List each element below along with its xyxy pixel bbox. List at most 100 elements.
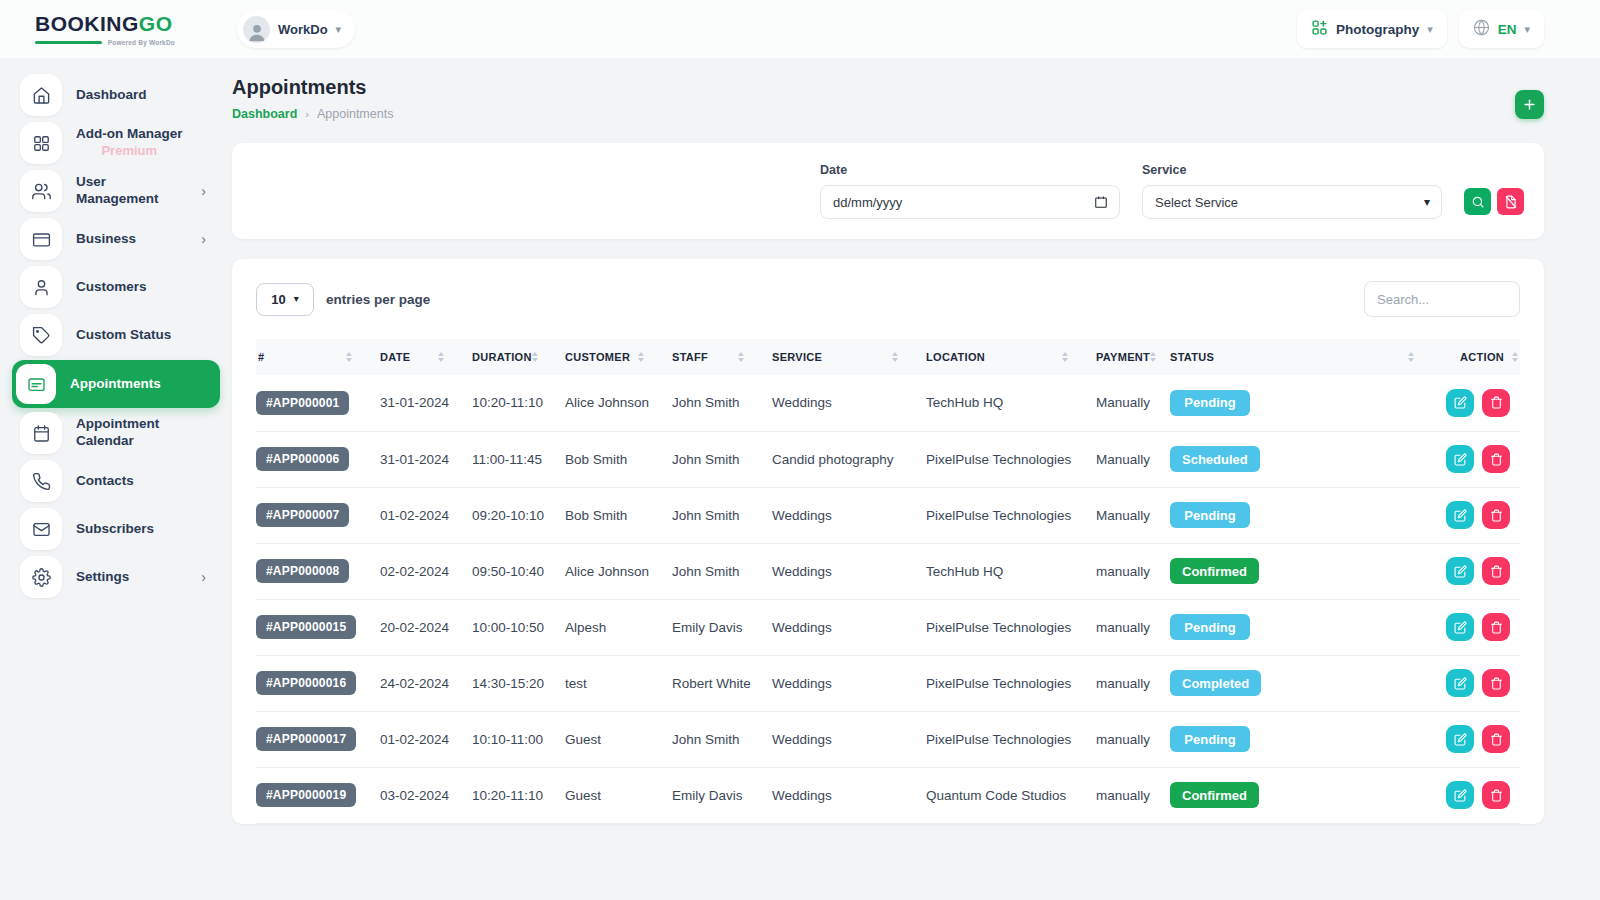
module-switcher-button[interactable]: Photography ▾: [1297, 10, 1447, 48]
delete-button[interactable]: [1482, 725, 1510, 753]
edit-button[interactable]: [1446, 445, 1474, 473]
sidebar: DashboardAdd-on ManagerPremiumUser Manag…: [0, 72, 232, 602]
column-header-action[interactable]: ACTION: [1442, 339, 1520, 375]
appointment-id-badge: #APP000008: [256, 559, 349, 583]
phone-icon: [20, 460, 62, 502]
status-badge: Pending: [1170, 502, 1250, 528]
globe-icon: [1473, 19, 1490, 39]
column-header-id[interactable]: #: [256, 339, 380, 375]
delete-button[interactable]: [1482, 557, 1510, 585]
sidebar-item-custom-status[interactable]: Custom Status: [16, 312, 220, 358]
breadcrumb-current: Appointments: [317, 107, 393, 121]
cell-location: PixelPulse Technologies: [926, 823, 1096, 824]
plus-icon: [1522, 97, 1537, 112]
edit-button[interactable]: [1446, 613, 1474, 641]
cell-date: 20-02-2024: [380, 599, 472, 655]
column-header-staff[interactable]: STAFF: [672, 339, 772, 375]
sort-icon[interactable]: [438, 352, 444, 363]
sort-icon[interactable]: [346, 352, 352, 363]
sort-icon[interactable]: [892, 352, 898, 363]
filter-reset-button[interactable]: [1497, 188, 1524, 215]
status-badge: Pending: [1170, 614, 1250, 640]
entries-per-page-select[interactable]: 10 ▾: [256, 283, 314, 316]
sidebar-item-subscribers[interactable]: Subscribers: [16, 506, 220, 552]
appointment-id-badge: #APP0000019: [256, 783, 356, 807]
edit-button[interactable]: [1446, 669, 1474, 697]
file-slash-icon: [1504, 195, 1518, 209]
edit-button[interactable]: [1446, 501, 1474, 529]
column-header-payment[interactable]: PAYMENT: [1096, 339, 1170, 375]
sort-icon[interactable]: [1150, 352, 1156, 363]
edit-icon: [1454, 509, 1467, 522]
cell-staff: John Smith: [672, 431, 772, 487]
table-row: #APP00000701-02-202409:20-10:10Bob Smith…: [256, 487, 1520, 543]
column-header-service[interactable]: SERVICE: [772, 339, 926, 375]
edit-button[interactable]: [1446, 781, 1474, 809]
column-header-status[interactable]: STATUS: [1170, 339, 1442, 375]
table-row: #APP000001624-02-202414:30-15:20testRobe…: [256, 655, 1520, 711]
edit-button[interactable]: [1446, 557, 1474, 585]
entries-per-page-label: entries per page: [326, 292, 430, 307]
sidebar-item-settings[interactable]: Settings›: [16, 554, 220, 600]
service-filter-select[interactable]: Select Service ▾: [1142, 185, 1442, 219]
sidebar-item-customers[interactable]: Customers: [16, 264, 220, 310]
delete-button[interactable]: [1482, 501, 1510, 529]
grid-plus-icon: [1311, 19, 1328, 39]
edit-button[interactable]: [1446, 725, 1474, 753]
column-header-location[interactable]: LOCATION: [926, 339, 1096, 375]
sidebar-item-user-management[interactable]: User Management›: [16, 168, 220, 214]
cell-service: Candid photography: [772, 431, 926, 487]
chevron-down-icon: ▾: [1524, 24, 1530, 35]
trash-icon: [1490, 565, 1503, 578]
brand-name: BOOKINGGO: [35, 12, 175, 36]
filter-search-button[interactable]: [1464, 188, 1491, 215]
sidebar-item-appointment-calendar[interactable]: Appointment Calendar: [16, 410, 220, 456]
workspace-switcher[interactable]: WorkDo ▾: [237, 10, 355, 48]
sidebar-item-contacts[interactable]: Contacts: [16, 458, 220, 504]
appointment-id-badge: #APP000001: [256, 391, 349, 415]
delete-button[interactable]: [1482, 669, 1510, 697]
appointment-id-badge: #APP000007: [256, 503, 349, 527]
sort-icon[interactable]: [1062, 352, 1068, 363]
cell-duration: 09:20-10:10: [472, 487, 565, 543]
gear-icon: [20, 556, 62, 598]
add-appointment-button[interactable]: [1515, 90, 1544, 119]
sort-icon[interactable]: [1408, 352, 1414, 363]
delete-button[interactable]: [1482, 389, 1510, 417]
cell-service: Weddings: [772, 767, 926, 823]
sort-icon[interactable]: [638, 352, 644, 363]
edit-button[interactable]: [1446, 389, 1474, 417]
sort-icon[interactable]: [738, 352, 744, 363]
delete-button[interactable]: [1482, 445, 1510, 473]
sort-icon[interactable]: [532, 352, 538, 363]
date-filter-input[interactable]: dd/mm/yyyy: [820, 185, 1120, 219]
chevron-right-icon: ›: [201, 183, 206, 199]
column-header-date[interactable]: DATE: [380, 339, 472, 375]
cell-customer: Guest: [565, 711, 672, 767]
sidebar-item-appointments[interactable]: Appointments: [12, 360, 220, 408]
home-icon: [20, 74, 62, 116]
sidebar-item-addon-manager[interactable]: Add-on ManagerPremium: [16, 120, 220, 166]
table-body: #APP00000131-01-202410:20-11:10Alice Joh…: [256, 375, 1520, 824]
breadcrumb-dashboard-link[interactable]: Dashboard: [232, 107, 297, 121]
chevron-down-icon: ▾: [294, 294, 299, 304]
brand-underline: [35, 41, 102, 44]
cell-date: 24-02-2024: [380, 655, 472, 711]
sort-icon[interactable]: [1512, 352, 1518, 363]
users-icon: [20, 170, 62, 212]
delete-button[interactable]: [1482, 613, 1510, 641]
chevron-right-icon: ›: [201, 231, 206, 247]
delete-button[interactable]: [1482, 781, 1510, 809]
appointments-table: #DATEDURATIONCUSTOMERSTAFFSERVICELOCATIO…: [256, 339, 1520, 824]
column-header-duration[interactable]: DURATION: [472, 339, 565, 375]
table-search-input[interactable]: [1364, 281, 1520, 317]
edit-icon: [1454, 565, 1467, 578]
sidebar-item-business[interactable]: Business›: [16, 216, 220, 262]
language-switcher-button[interactable]: EN ▾: [1459, 10, 1544, 48]
module-label: Photography: [1336, 22, 1419, 37]
appointments-table-card: 10 ▾ entries per page #DATEDURATIONCUSTO…: [232, 259, 1544, 824]
search-icon: [1471, 195, 1485, 209]
sidebar-item-dashboard[interactable]: Dashboard: [16, 72, 220, 118]
column-header-customer[interactable]: CUSTOMER: [565, 339, 672, 375]
cell-customer: Alpesh: [565, 599, 672, 655]
